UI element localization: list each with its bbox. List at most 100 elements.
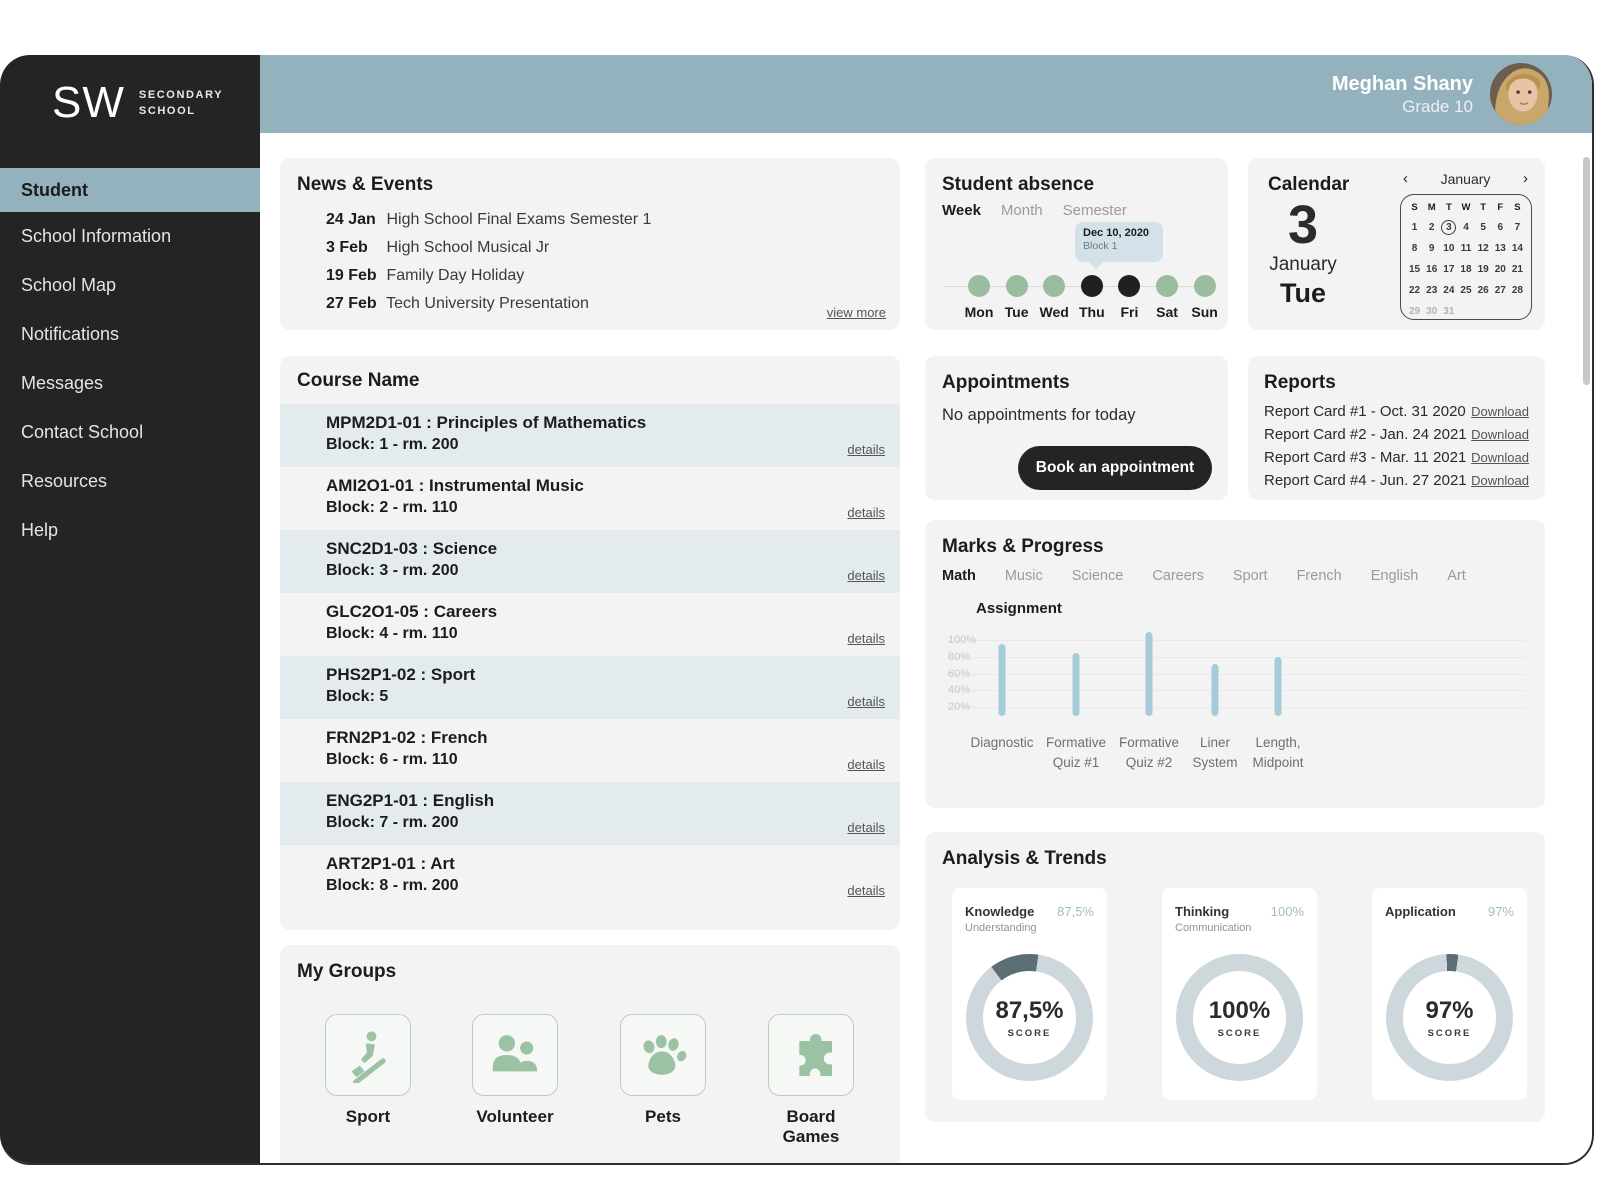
tab-art[interactable]: Art [1447, 568, 1466, 584]
absence-day-dot[interactable] [1193, 275, 1216, 297]
course-block: Block: 4 - rm. 110 [326, 625, 458, 642]
tab-science[interactable]: Science [1071, 568, 1124, 584]
calendar-day[interactable]: 21 [1511, 263, 1523, 275]
calendar-day[interactable]: 31 [1443, 305, 1455, 317]
sidebar-item-contact-school[interactable]: Contact School [21, 422, 144, 442]
group-tile-board-games[interactable] [768, 1014, 854, 1096]
tab-careers[interactable]: Careers [1152, 568, 1204, 584]
sidebar-item-help[interactable]: Help [21, 520, 59, 540]
puzzle-icon [799, 1034, 832, 1076]
reports-title: Reports [1264, 372, 1336, 393]
group-tile-sport[interactable] [325, 1014, 411, 1096]
absence-day-label: Fri [1120, 304, 1139, 320]
course-title: FRN2P1-02 : French [326, 728, 488, 747]
sidebar-item-school-map[interactable]: School Map [21, 275, 117, 295]
calendar-day[interactable]: 22 [1409, 284, 1421, 296]
score-center: 100% SCORE [1162, 954, 1317, 1081]
sidebar-item-resources[interactable]: Resources [21, 471, 108, 491]
tab-music[interactable]: Music [1004, 568, 1043, 584]
download-link[interactable]: Download [1471, 473, 1529, 488]
sidebar-item-student[interactable]: Student [0, 168, 260, 212]
book-appointment-button[interactable]: Book an appointment [1018, 446, 1212, 490]
calendar-day[interactable]: 14 [1511, 242, 1523, 254]
calendar-day[interactable]: 13 [1494, 242, 1506, 254]
group-tile-volunteer[interactable] [472, 1014, 558, 1096]
calendar-day[interactable]: 18 [1460, 263, 1472, 275]
calendar-day[interactable]: 30 [1426, 305, 1438, 317]
avatar[interactable] [1490, 63, 1552, 125]
news-item: 27 Feb Tech University Presentation [326, 295, 589, 313]
calendar-day[interactable]: 11 [1460, 242, 1472, 254]
absence-day-dot[interactable] [1118, 275, 1141, 297]
calendar-day[interactable]: 5 [1480, 221, 1486, 233]
details-link[interactable]: details [847, 883, 885, 898]
calendar-day[interactable]: 1 [1411, 221, 1418, 233]
download-link[interactable]: Download [1471, 404, 1529, 419]
calendar-day[interactable]: 28 [1511, 284, 1523, 296]
sidebar-item-messages[interactable]: Messages [21, 373, 104, 393]
details-link[interactable]: details [847, 568, 885, 583]
chevron-left-icon[interactable]: ‹ [1403, 170, 1408, 187]
calendar-day[interactable]: 29 [1409, 305, 1421, 317]
absence-day-dot[interactable] [1005, 275, 1028, 297]
news-item: 24 Jan High School Final Exams Semester … [326, 211, 651, 229]
calendar-day[interactable]: 9 [1428, 242, 1435, 254]
reports-card: Reports Report Card #1 - Oct. 31 2020 Do… [1248, 356, 1545, 500]
calendar-day[interactable]: 3 [1440, 218, 1457, 236]
scrollbar-thumb[interactable] [1583, 157, 1590, 385]
calendar-day[interactable]: 24 [1443, 284, 1455, 296]
absence-day-label: Mon [964, 304, 994, 320]
calendar-day[interactable]: 8 [1411, 242, 1418, 254]
calendar-day[interactable]: 25 [1460, 284, 1472, 296]
tab-week[interactable]: Week [942, 202, 981, 219]
download-link[interactable]: Download [1471, 450, 1529, 465]
tab-math[interactable]: Math [942, 568, 976, 584]
score-donut [1386, 954, 1513, 1081]
details-link[interactable]: details [847, 757, 885, 772]
details-link[interactable]: details [847, 694, 885, 709]
view-more-link[interactable]: view more [826, 305, 886, 320]
report-name: Report Card #1 - Oct. 31 2020 [1264, 403, 1466, 420]
mini-calendar: S M T W T F S 1 2 3 4 5 6 7 8 9 10 11 12 13 14 15 16 17 18 19 20 21… [1400, 194, 1532, 320]
details-link[interactable]: details [847, 442, 885, 457]
mini-calendar-day-header: S [1514, 202, 1521, 213]
calendar-day[interactable]: 2 [1428, 221, 1435, 233]
sidebar-item-notifications[interactable]: Notifications [21, 324, 120, 344]
calendar-day[interactable]: 17 [1443, 263, 1455, 275]
calendar-day[interactable]: 27 [1494, 284, 1506, 296]
calendar-day[interactable]: 7 [1514, 221, 1521, 233]
absence-day-dot[interactable] [968, 275, 990, 297]
tab-sport[interactable]: Sport [1232, 568, 1268, 584]
calendar-day[interactable]: 26 [1477, 284, 1489, 296]
details-link[interactable]: details [847, 631, 885, 646]
calendar-day[interactable]: 23 [1426, 284, 1438, 296]
score-label: SCORE [1217, 1027, 1262, 1039]
gridline [947, 707, 1525, 709]
tab-semester[interactable]: Semester [1062, 202, 1127, 219]
group-tile-pets[interactable] [620, 1014, 706, 1096]
chevron-right-icon[interactable]: › [1523, 170, 1528, 187]
calendar-day[interactable]: 20 [1494, 263, 1506, 275]
calendar-day[interactable]: 4 [1463, 221, 1469, 233]
sidebar-item-school-information[interactable]: School Information [21, 226, 172, 246]
calendar-day[interactable]: 10 [1443, 242, 1455, 254]
tab-french[interactable]: French [1296, 568, 1342, 584]
tab-english[interactable]: English [1370, 568, 1419, 584]
download-link[interactable]: Download [1471, 427, 1529, 442]
details-link[interactable]: details [847, 505, 885, 520]
details-link[interactable]: details [847, 820, 885, 835]
absence-day-dot[interactable] [1080, 275, 1103, 297]
calendar-day[interactable]: 6 [1497, 221, 1504, 233]
course-row: GLC2O1-05 : Careers Block: 4 - rm. 110 det… [280, 593, 900, 656]
absence-day-dot[interactable] [1156, 275, 1178, 297]
course-block: Block: 1 - rm. 200 [326, 436, 459, 453]
gridline [947, 656, 1525, 658]
calendar-day[interactable]: 19 [1477, 263, 1489, 275]
tab-month[interactable]: Month [1000, 202, 1043, 219]
calendar-month: January [1269, 254, 1337, 275]
calendar-day[interactable]: 15 [1409, 263, 1421, 275]
absence-day-dot[interactable] [1043, 275, 1066, 297]
calendar-day[interactable]: 16 [1426, 263, 1438, 275]
timeline-line [943, 286, 1210, 287]
calendar-day[interactable]: 12 [1477, 242, 1489, 254]
